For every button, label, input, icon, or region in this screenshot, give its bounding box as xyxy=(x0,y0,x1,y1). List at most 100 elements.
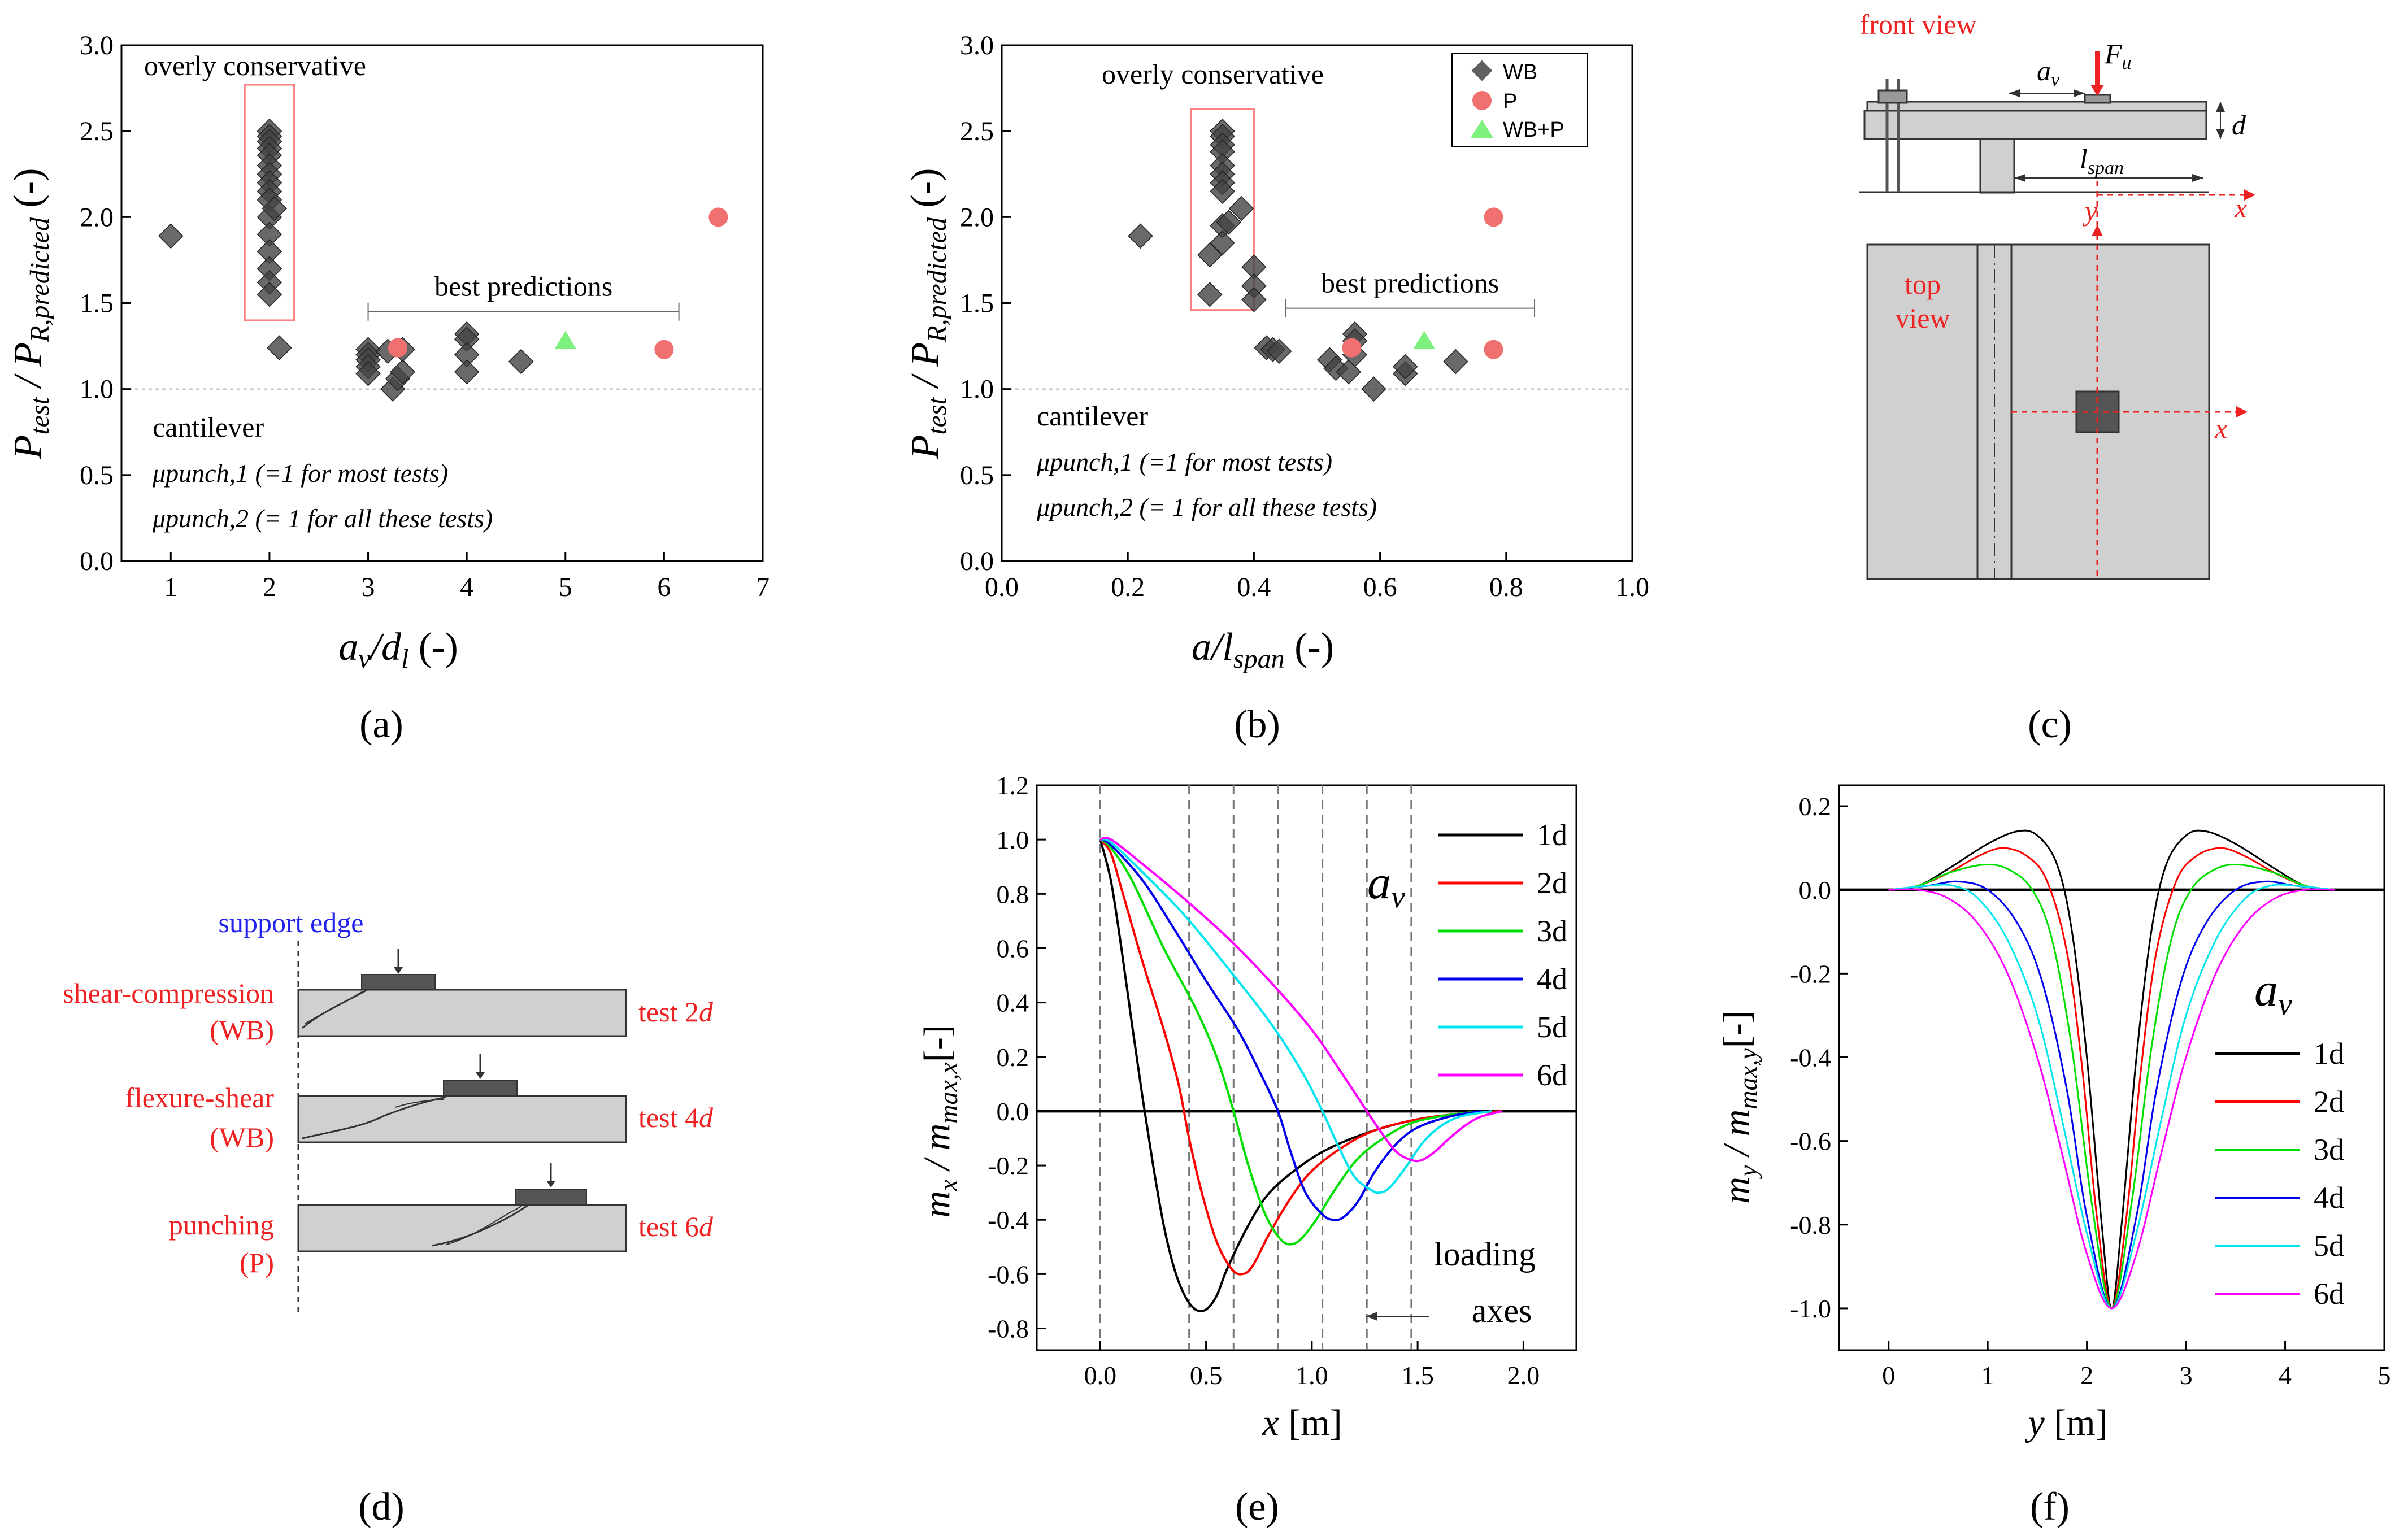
x-tick-label: 5 xyxy=(2378,1361,2391,1390)
data-point-wb xyxy=(1361,376,1386,402)
panel-b-caption: (b) xyxy=(1234,703,1280,746)
panel-d-diagram: support edge shear-compression (WB) test… xyxy=(63,907,714,1529)
panel-e-x-label: x [m] xyxy=(1262,1402,1342,1443)
test2-label: test 4d xyxy=(638,1102,714,1133)
x-tick-label: 1 xyxy=(1981,1361,1994,1390)
data-point-wbp xyxy=(1413,330,1435,349)
panel-d-caption: (d) xyxy=(358,1485,405,1529)
x-tick-label: 1.0 xyxy=(1296,1361,1328,1390)
test1-label: test 2d xyxy=(638,996,714,1028)
annotation-mu-punch-1: μpunch,1 (=1 for most tests) xyxy=(152,459,448,488)
data-point-wb xyxy=(1228,195,1254,221)
lspan-label: lspan xyxy=(2080,143,2124,179)
x-tick-label: 4 xyxy=(460,572,473,602)
annotation-cantilever: cantilever xyxy=(153,411,264,443)
panel-a-y-label: Ptest / PR,predicted (-) xyxy=(6,168,55,460)
series-line-2d xyxy=(1099,838,1503,1276)
y-tick-label: -0.2 xyxy=(988,1151,1029,1180)
data-point-wb xyxy=(508,349,534,375)
legend-title-main: a xyxy=(2254,964,2278,1016)
annotation-best-predictions: best predictions xyxy=(434,271,612,302)
x-tick-label: 5 xyxy=(559,572,572,602)
top-view-drawing xyxy=(1866,225,2248,580)
y-tick-label: 1.5 xyxy=(960,289,994,319)
x-tick-label: 0.4 xyxy=(1237,572,1271,602)
mode2-type: (WB) xyxy=(210,1121,274,1153)
panel-a-caption: (a) xyxy=(359,703,403,746)
mode3-type: (P) xyxy=(240,1247,274,1278)
data-point-wb xyxy=(355,361,381,386)
panel-a-plot-area: 0.0 0.5 1.0 1.5 2.0 2.5 3.0 1 2 3 4 5 6 7 overly conse… xyxy=(80,31,770,602)
d-label: d xyxy=(2232,109,2246,141)
x-tick-label: 3 xyxy=(2180,1361,2193,1390)
x-tick-label: 0.0 xyxy=(1084,1361,1117,1390)
data-point-wb xyxy=(257,238,282,264)
data-point-wb xyxy=(1197,282,1223,307)
plot-frame xyxy=(1036,784,1577,1351)
legend-label-4d: 4d xyxy=(1537,962,1567,996)
panel-a-scatter: 0.0 0.5 1.0 1.5 2.0 2.5 3.0 1 2 3 4 5 6 7 overly conse… xyxy=(6,31,770,746)
top-view-label-2: view xyxy=(1895,302,1950,334)
legend-label-2d: 2d xyxy=(1537,866,1567,900)
panel-b-scatter: 0.0 0.5 1.0 1.5 2.0 2.5 3.0 0.0 0.2 0.4 0.6 0.8 1.0 o… xyxy=(903,31,1649,746)
data-point-p xyxy=(708,207,728,227)
x-tick-label: 2 xyxy=(2080,1361,2093,1390)
series-line-3d xyxy=(1099,838,1481,1246)
panel-b-y-label: Ptest / PR,predicted (-) xyxy=(903,168,952,460)
x-tick-label: 0.0 xyxy=(985,572,1019,602)
x-tick-label: 2.0 xyxy=(1507,1361,1540,1390)
annotation-cantilever: cantilever xyxy=(1037,400,1148,432)
data-point-wb xyxy=(158,223,184,249)
legend-title-sub: v xyxy=(1391,880,1405,915)
data-point-wb xyxy=(390,359,415,385)
data-point-wb xyxy=(1241,254,1267,280)
data-point-wb xyxy=(257,256,282,281)
x-tick-label: 0.8 xyxy=(1489,572,1523,602)
panel-b-legend: WB P WB+P xyxy=(1451,53,1588,147)
data-point-wb xyxy=(454,342,480,368)
y-tick-label: 0.2 xyxy=(997,1043,1029,1072)
legend-label-5d: 5d xyxy=(2314,1229,2344,1263)
y-tick-label: 0.0 xyxy=(80,546,114,576)
panel-f-line-chart: 0.2 0.0 -0.2 -0.4 -0.6 -0.8 -1.0 0 1 2 3 4 5 1d 2d 3d 4d… xyxy=(1716,784,2391,1529)
x-tick-label: 4 xyxy=(2279,1361,2292,1390)
y-tick-label: 0.0 xyxy=(1799,876,1832,904)
legend-title: av xyxy=(1367,856,1405,915)
annotation-axes: axes xyxy=(1472,1292,1532,1329)
data-point-wb xyxy=(1210,179,1235,204)
y-tick-label: 0.6 xyxy=(997,934,1029,963)
y-tick-label: 0.5 xyxy=(80,460,114,490)
y-tick-label: 2.5 xyxy=(960,116,994,146)
data-point-p xyxy=(1484,340,1503,359)
data-point-wb xyxy=(1128,223,1153,249)
data-point-wb xyxy=(1216,210,1242,235)
legend-label-2d: 2d xyxy=(2314,1085,2344,1119)
legend-label-3d: 3d xyxy=(2314,1133,2344,1167)
annotation-overly-conservative: overly conservative xyxy=(144,50,366,81)
y-tick-label: 1.5 xyxy=(80,289,114,319)
legend-label-6d: 6d xyxy=(2314,1277,2344,1311)
data-point-wb xyxy=(1210,230,1235,256)
beam-flexure-shear xyxy=(297,1054,627,1143)
x-tick-label: 3 xyxy=(362,572,375,602)
annotation-mu-punch-2: μpunch,2 (= 1 for all these tests) xyxy=(1036,493,1377,521)
y-tick-label: 1.0 xyxy=(960,375,994,404)
panel-f-x-label: y [m] xyxy=(2024,1402,2107,1443)
mode2-label: flexure-shear xyxy=(125,1082,274,1113)
y-tick-label: 0.4 xyxy=(997,989,1029,1017)
mode1-type: (WB) xyxy=(210,1014,274,1046)
series-line-6d xyxy=(1099,836,1503,1163)
data-point-wb xyxy=(267,335,292,360)
data-point-wb xyxy=(454,359,480,385)
panel-f-y-label: my / mmax,y[-] xyxy=(1716,1011,1762,1204)
top-view-label-1: top xyxy=(1905,268,1941,300)
legend-label-4d: 4d xyxy=(2314,1181,2344,1215)
y-tick-label: -0.6 xyxy=(1790,1127,1831,1156)
data-point-wb xyxy=(1210,139,1235,164)
annotation-loading: loading xyxy=(1434,1236,1536,1273)
y-tick-label: -0.6 xyxy=(988,1260,1029,1289)
annotation-mu-punch-1: μpunch,1 (=1 for most tests) xyxy=(1036,447,1332,476)
test3-label: test 6d xyxy=(638,1211,714,1242)
data-point-wb xyxy=(1266,338,1292,364)
panel-a-x-label: av/dl (-) xyxy=(338,625,458,674)
